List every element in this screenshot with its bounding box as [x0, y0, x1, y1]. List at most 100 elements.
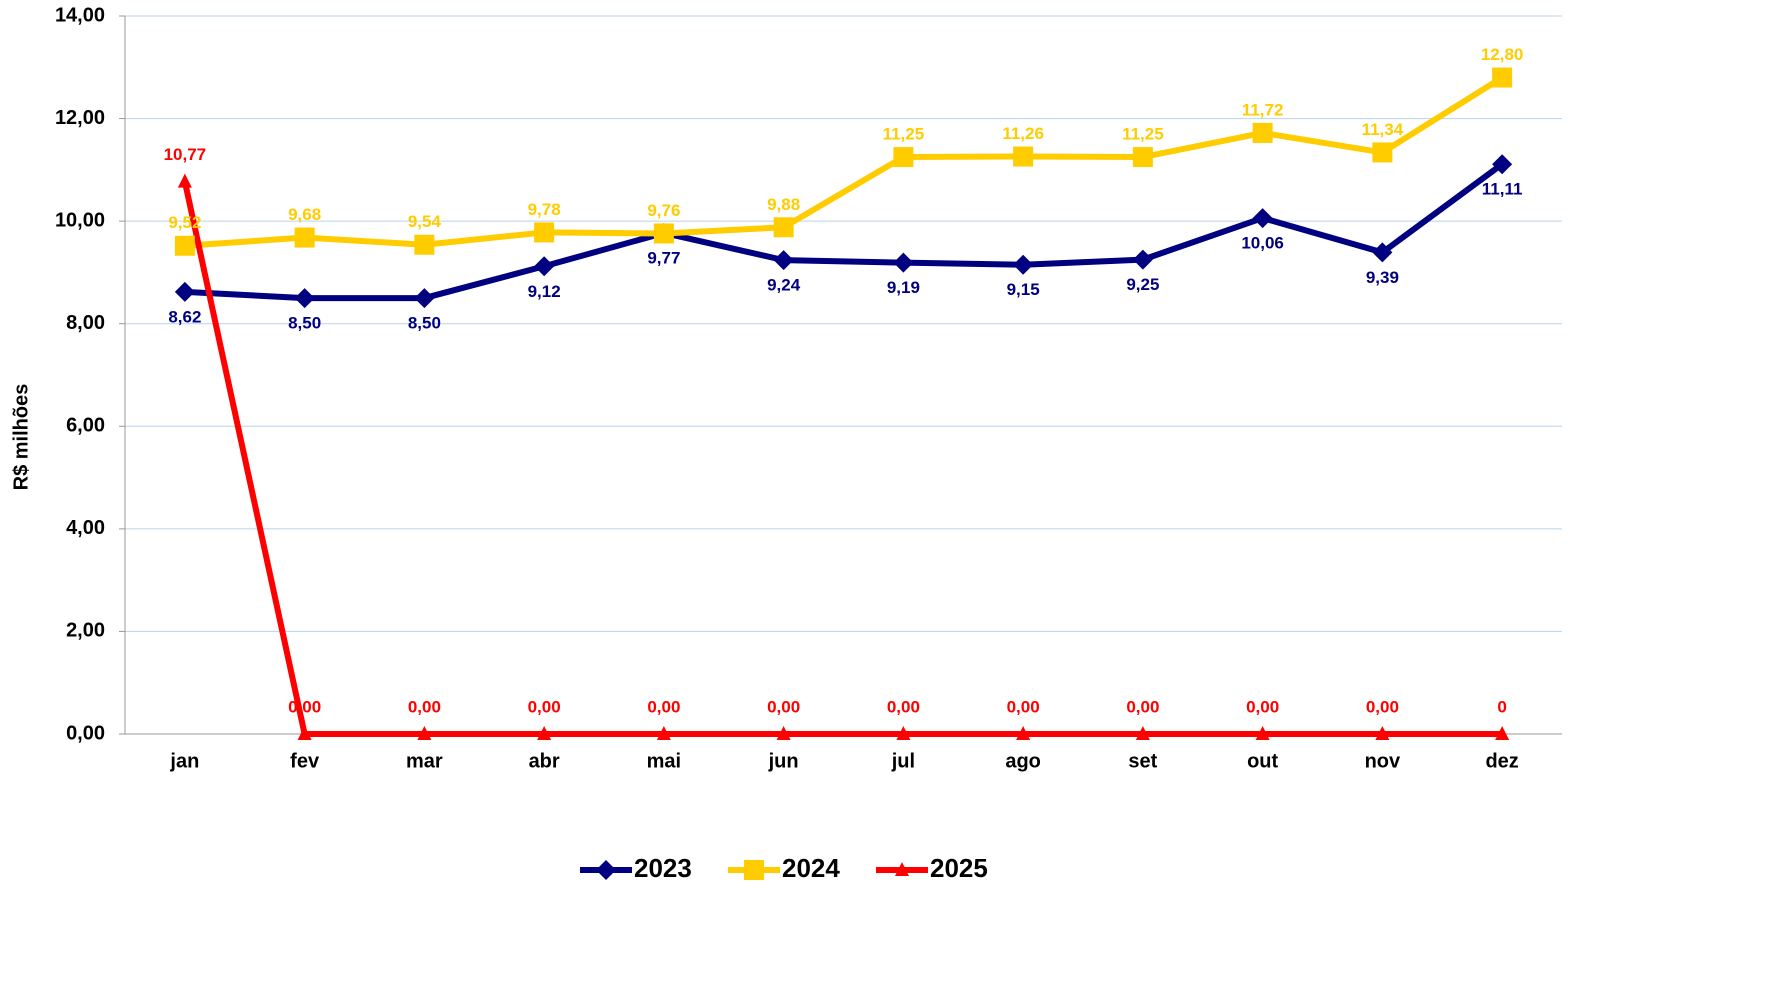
x-tick-label: mar	[406, 750, 443, 772]
point-marker	[174, 235, 195, 256]
value-label: 0,00	[1246, 697, 1279, 716]
legend-marker	[596, 860, 616, 880]
y-tick-label: 8,00	[66, 312, 105, 334]
value-label: 8,50	[288, 314, 321, 333]
value-label: 9,88	[767, 195, 800, 214]
value-label: 11,72	[1242, 100, 1284, 119]
value-label: 0,00	[887, 697, 920, 716]
legend-label: 2023	[634, 853, 692, 883]
x-tick-label: out	[1247, 750, 1278, 772]
value-label: 10,77	[164, 145, 207, 164]
point-marker	[1135, 726, 1150, 740]
value-label: 10,06	[1241, 234, 1284, 253]
value-label: 0,00	[1126, 697, 1159, 716]
point-marker	[294, 288, 315, 309]
point-marker	[773, 250, 794, 271]
point-marker	[1013, 254, 1034, 275]
x-tick-label: jan	[169, 750, 199, 772]
legend-label: 2024	[782, 853, 840, 883]
value-label: 9,25	[1126, 275, 1159, 294]
point-marker	[1372, 242, 1393, 263]
point-marker	[1255, 726, 1270, 740]
value-label: 8,50	[408, 314, 441, 333]
point-marker	[1016, 726, 1031, 740]
value-label: 9,78	[528, 200, 561, 219]
y-tick-label: 4,00	[66, 517, 105, 539]
value-label: 11,26	[1002, 124, 1044, 143]
legend-marker	[895, 862, 909, 876]
y-tick-label: 2,00	[66, 620, 105, 642]
value-label: 11,25	[1122, 125, 1164, 144]
point-marker	[653, 223, 674, 244]
value-label: 11,25	[883, 125, 925, 144]
x-tick-label: dez	[1485, 750, 1518, 772]
y-tick-label: 6,00	[66, 415, 105, 437]
point-marker	[1372, 142, 1393, 163]
point-marker	[414, 288, 435, 309]
value-label: 12,80	[1481, 45, 1524, 64]
x-tick-label: nov	[1365, 750, 1401, 772]
value-label: 9,39	[1366, 268, 1399, 287]
point-marker	[1492, 154, 1513, 175]
value-label: 9,15	[1007, 280, 1040, 299]
point-marker	[656, 726, 671, 740]
point-marker	[537, 726, 552, 740]
point-marker	[1132, 147, 1153, 168]
value-label: 11,34	[1362, 120, 1404, 139]
value-label: 11,11	[1482, 180, 1523, 199]
y-tick-label: 0,00	[66, 722, 105, 744]
series-line	[184, 74, 1504, 249]
x-tick-label: fev	[290, 750, 320, 772]
y-tick-label: 10,00	[55, 209, 105, 231]
y-axis-title: R$ milhões	[10, 384, 32, 491]
value-label: 9,19	[887, 278, 920, 297]
point-marker	[1495, 726, 1510, 740]
value-label: 9,76	[647, 201, 680, 220]
series-line	[181, 181, 1503, 737]
y-tick-label: 14,00	[55, 4, 105, 26]
point-marker	[1492, 67, 1513, 88]
point-marker	[177, 173, 192, 188]
value-label: 0,00	[647, 697, 680, 716]
point-marker	[534, 256, 555, 277]
value-label: 0,00	[288, 697, 321, 716]
point-marker	[174, 281, 195, 302]
point-marker	[893, 147, 914, 168]
legend-label: 2025	[930, 853, 988, 883]
point-marker	[896, 726, 911, 740]
point-marker	[1013, 146, 1034, 167]
value-label: 9,12	[528, 282, 561, 301]
point-marker	[773, 217, 794, 238]
point-marker	[776, 726, 791, 740]
series-line	[184, 161, 1504, 302]
point-marker	[893, 252, 914, 273]
value-label: 0	[1497, 697, 1506, 716]
value-label: 9,77	[647, 248, 680, 267]
x-tick-label: mai	[647, 750, 681, 772]
point-marker	[417, 726, 432, 740]
point-marker	[1252, 122, 1273, 143]
point-marker	[1375, 726, 1390, 740]
point-marker	[414, 234, 435, 255]
value-label: 0,00	[1366, 697, 1399, 716]
point-marker	[1132, 249, 1153, 270]
x-tick-label: jul	[891, 750, 915, 772]
legend-marker	[744, 860, 764, 880]
value-label: 0,00	[767, 697, 800, 716]
value-label: 9,68	[288, 205, 321, 224]
y-tick-label: 12,00	[55, 107, 105, 129]
point-marker	[1252, 208, 1273, 229]
value-label: 0,00	[1007, 697, 1040, 716]
x-tick-label: ago	[1005, 750, 1041, 772]
value-label: 0,00	[408, 697, 441, 716]
x-tick-label: abr	[529, 750, 560, 772]
point-marker	[534, 222, 555, 243]
point-marker	[294, 227, 315, 248]
point-marker	[297, 726, 312, 740]
value-label: 0,00	[528, 697, 561, 716]
value-label: 8,62	[168, 307, 201, 326]
x-tick-label: jun	[768, 750, 799, 772]
value-label: 9,24	[767, 276, 801, 295]
value-label: 9,52	[168, 213, 201, 232]
